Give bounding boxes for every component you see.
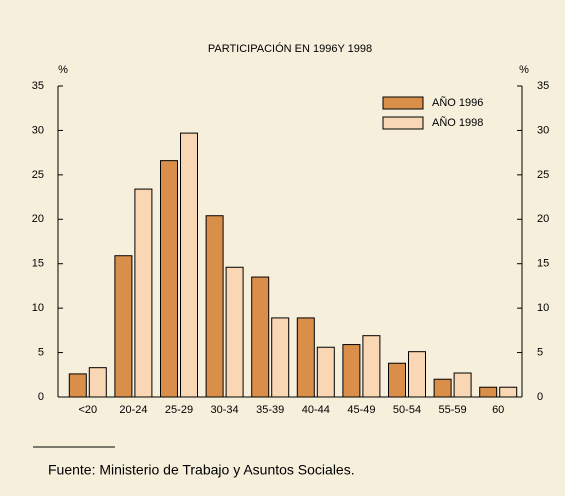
bar bbox=[68, 373, 87, 398]
bar bbox=[134, 188, 153, 398]
legend-label: AÑO 1996 bbox=[432, 96, 483, 109]
x-tick-label: 35-39 bbox=[256, 404, 284, 416]
y-tick-label: 20 bbox=[32, 213, 44, 225]
legend-swatch bbox=[382, 96, 424, 110]
y-tick-label: 25 bbox=[32, 169, 44, 181]
bar bbox=[479, 386, 498, 398]
chart-title: PARTICIPACIÓN EN 1996Y 1998 bbox=[208, 42, 372, 55]
y-tick-label: 10 bbox=[32, 302, 44, 314]
legend-label: AÑO 1998 bbox=[432, 116, 483, 129]
x-tick-label: 20-24 bbox=[119, 404, 147, 416]
bar bbox=[271, 317, 290, 398]
y2-axis-label: % bbox=[519, 64, 529, 76]
source: Fuente: Ministerio de Trabajo y Asuntos … bbox=[48, 462, 355, 478]
x-tick-label: 25-29 bbox=[165, 404, 193, 416]
x-tick-label: <20 bbox=[78, 404, 97, 416]
y-tick-label: 15 bbox=[32, 258, 44, 270]
y-tick-label: 0 bbox=[38, 391, 44, 403]
bar bbox=[160, 160, 178, 398]
bar bbox=[251, 276, 270, 398]
x-tick-label: 60 bbox=[492, 404, 504, 416]
y-tick-label: 5 bbox=[38, 346, 44, 358]
y2-tick-label: 35 bbox=[537, 80, 549, 92]
x-tick-label: 30-34 bbox=[211, 404, 239, 416]
bar bbox=[296, 317, 315, 398]
bar bbox=[114, 255, 133, 398]
bar bbox=[342, 344, 361, 398]
x-tick-label: 40-44 bbox=[302, 404, 330, 416]
y2-tick-label: 20 bbox=[537, 213, 549, 225]
bar bbox=[362, 335, 381, 398]
legend-swatch bbox=[382, 116, 424, 130]
bar bbox=[225, 266, 244, 398]
y2-tick-label: 5 bbox=[537, 346, 543, 358]
bar bbox=[180, 132, 198, 398]
bar bbox=[205, 215, 224, 398]
bar bbox=[88, 367, 107, 398]
x-tick-label: 55-59 bbox=[439, 404, 467, 416]
y-tick-label: 35 bbox=[32, 80, 44, 92]
bar bbox=[316, 346, 335, 398]
y-axis-label: % bbox=[58, 64, 68, 76]
bar bbox=[408, 351, 426, 398]
bar bbox=[388, 362, 406, 398]
y2-tick-label: 0 bbox=[537, 391, 543, 403]
y2-tick-label: 15 bbox=[537, 258, 549, 270]
x-tick-label: 45-49 bbox=[347, 404, 375, 416]
bar bbox=[453, 372, 472, 398]
y2-tick-label: 25 bbox=[537, 169, 549, 181]
y-tick-label: 30 bbox=[32, 124, 44, 136]
bar bbox=[433, 378, 452, 398]
bar bbox=[499, 386, 518, 398]
y2-tick-label: 30 bbox=[537, 124, 549, 136]
x-tick-label: 50-54 bbox=[393, 404, 421, 416]
y2-tick-label: 10 bbox=[537, 302, 549, 314]
